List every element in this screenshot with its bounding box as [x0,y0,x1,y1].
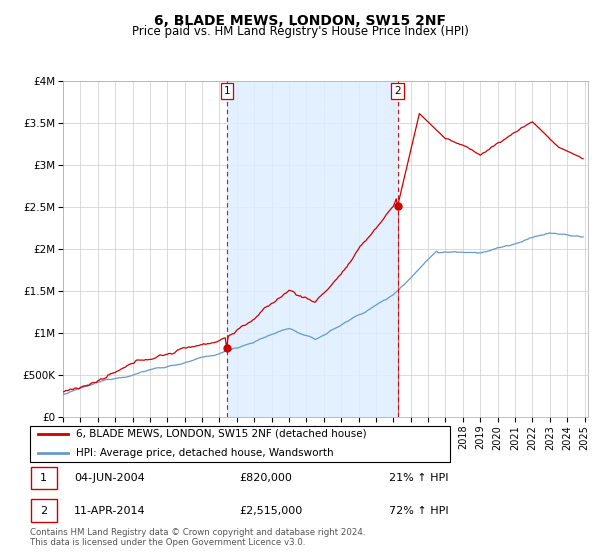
Text: 1: 1 [40,473,47,483]
Text: 2: 2 [40,506,47,516]
Text: HPI: Average price, detached house, Wandsworth: HPI: Average price, detached house, Wand… [76,448,334,458]
Bar [31,500,57,522]
Text: 21% ↑ HPI: 21% ↑ HPI [389,473,448,483]
Text: 1: 1 [223,86,230,96]
Text: Price paid vs. HM Land Registry's House Price Index (HPI): Price paid vs. HM Land Registry's House … [131,25,469,38]
Text: £2,515,000: £2,515,000 [240,506,303,516]
Text: 6, BLADE MEWS, LONDON, SW15 2NF: 6, BLADE MEWS, LONDON, SW15 2NF [154,14,446,28]
Text: 6, BLADE MEWS, LONDON, SW15 2NF (detached house): 6, BLADE MEWS, LONDON, SW15 2NF (detache… [76,429,367,439]
Text: This data is licensed under the Open Government Licence v3.0.: This data is licensed under the Open Gov… [30,538,305,547]
Text: 2: 2 [394,86,401,96]
Text: Contains HM Land Registry data © Crown copyright and database right 2024.: Contains HM Land Registry data © Crown c… [30,528,365,536]
Text: 11-APR-2014: 11-APR-2014 [74,506,146,516]
Text: 04-JUN-2004: 04-JUN-2004 [74,473,145,483]
Text: £820,000: £820,000 [240,473,293,483]
Text: 72% ↑ HPI: 72% ↑ HPI [389,506,448,516]
Bar [31,466,57,489]
